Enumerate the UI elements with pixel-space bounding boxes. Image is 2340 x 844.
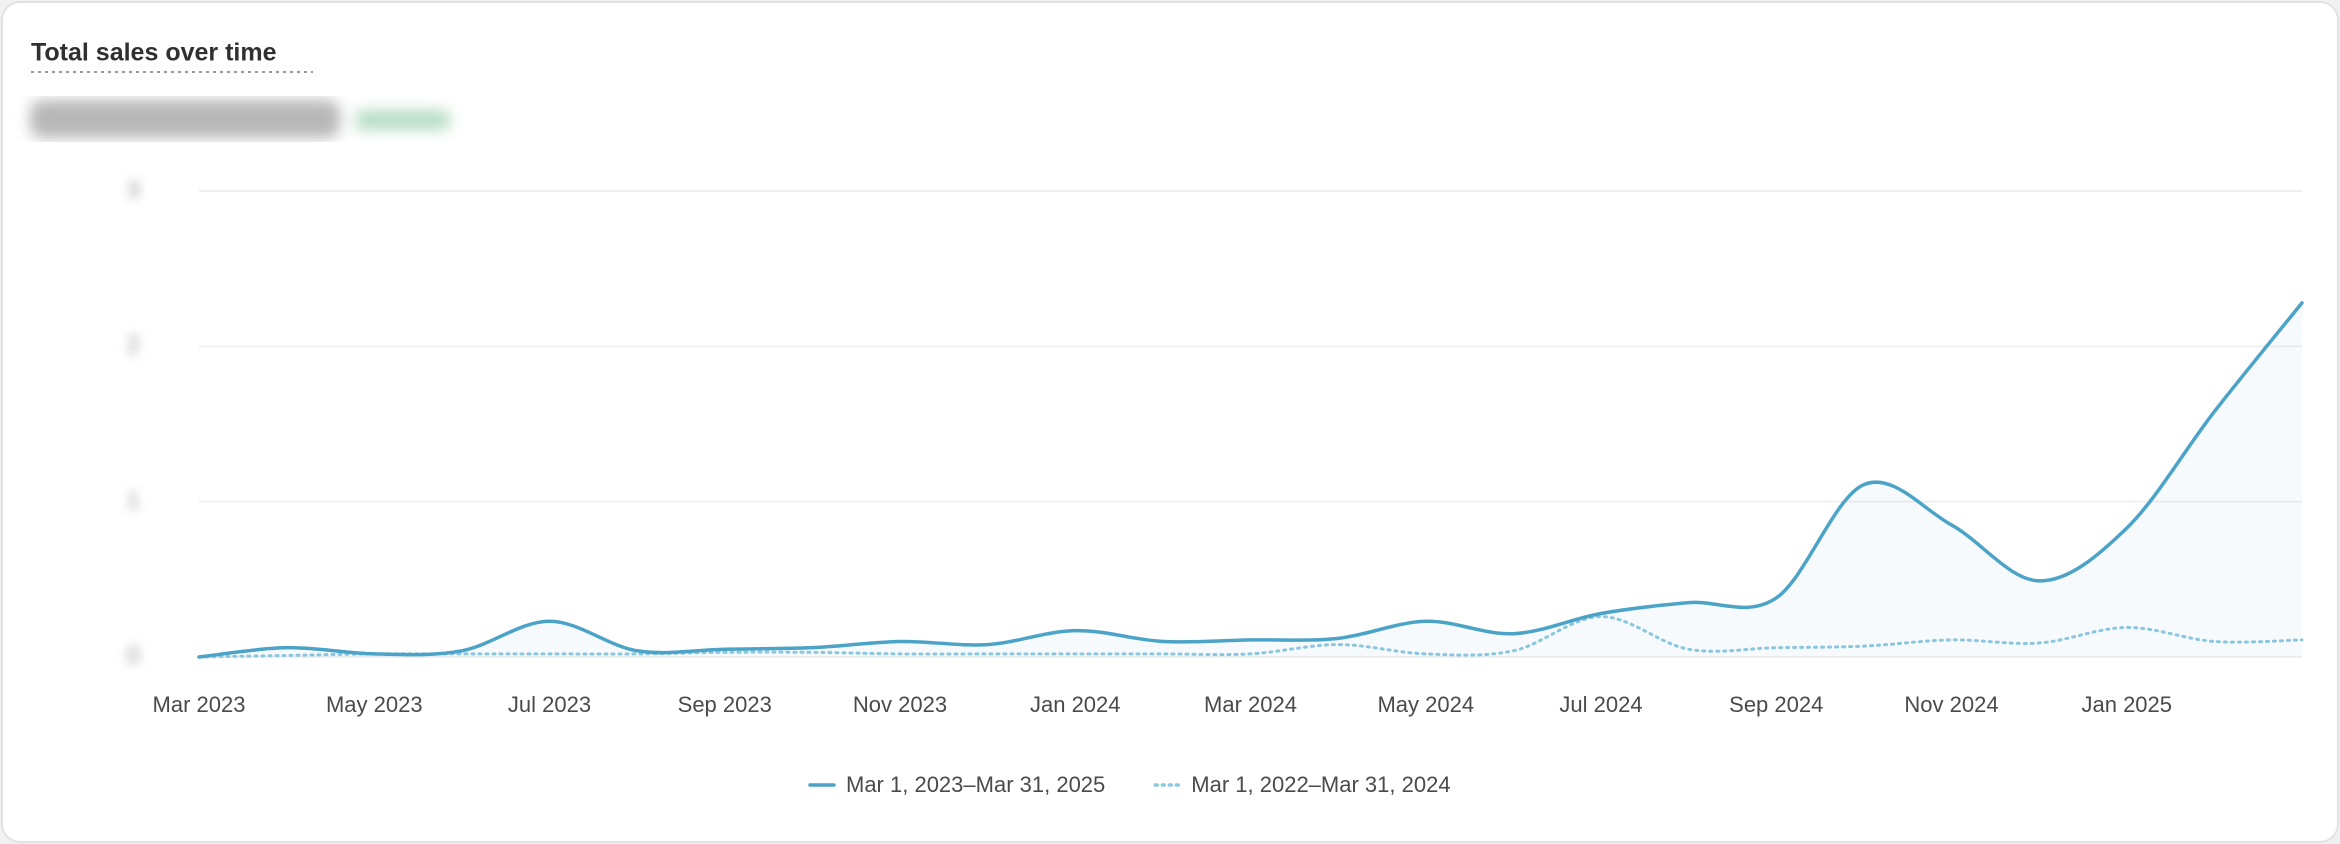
x-tick-label: Mar 2024 xyxy=(1204,692,1297,717)
blurred-summary xyxy=(30,100,450,138)
blurred-total xyxy=(30,100,340,138)
x-tick-label: Mar 2023 xyxy=(153,692,246,717)
y-tick-label: 0 xyxy=(127,642,140,669)
x-tick-label: Jul 2024 xyxy=(1559,692,1642,717)
x-tick-label: Sep 2024 xyxy=(1729,692,1823,717)
blurred-change xyxy=(355,110,450,130)
y-tick-label: 2 xyxy=(127,332,140,359)
x-tick-label: Jul 2023 xyxy=(508,692,591,717)
series-line xyxy=(197,301,2304,659)
x-tick-label: Jan 2025 xyxy=(2081,692,2172,717)
legend-label: Mar 1, 2023–Mar 31, 2025 xyxy=(846,772,1105,797)
series-line xyxy=(197,615,2304,659)
x-tick-label: May 2023 xyxy=(326,692,423,717)
y-tick-label: 3 xyxy=(127,176,140,203)
x-tick-label: Nov 2023 xyxy=(853,692,947,717)
x-tick-label: Sep 2023 xyxy=(678,692,772,717)
legend-label: Mar 1, 2022–Mar 31, 2024 xyxy=(1191,772,1450,797)
x-tick-label: May 2024 xyxy=(1377,692,1474,717)
chart-title: Total sales over time xyxy=(31,39,277,67)
y-tick-label: 1 xyxy=(127,487,140,514)
x-tick-label: Nov 2024 xyxy=(1904,692,1998,717)
area xyxy=(199,302,2302,657)
x-tick-label: Jan 2024 xyxy=(1030,692,1121,717)
